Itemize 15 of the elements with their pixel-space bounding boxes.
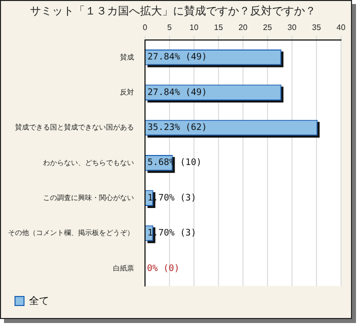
data-label: 27.84% (49) (148, 88, 208, 98)
data-label: 27.84% (49) (148, 52, 208, 63)
chart-title: サミット「１３カ国へ拡大」に賛成ですか？反対ですか？ (30, 4, 316, 18)
x-tick-label: 25 (263, 23, 272, 32)
data-label: 0% (0) (147, 264, 180, 274)
x-tick-label: 15 (214, 23, 224, 32)
x-tick-label: 40 (336, 23, 346, 32)
x-tick-label: 30 (288, 23, 297, 32)
x-tick-label: 20 (238, 23, 248, 32)
x-tick-label: 0 (142, 23, 148, 32)
legend-label: 全て (29, 294, 49, 307)
x-tick-label: 10 (190, 23, 199, 32)
x-tick-label: 5 (167, 23, 172, 32)
x-tick-label: 35 (312, 23, 322, 32)
data-label: 35.23% (62) (148, 123, 208, 134)
